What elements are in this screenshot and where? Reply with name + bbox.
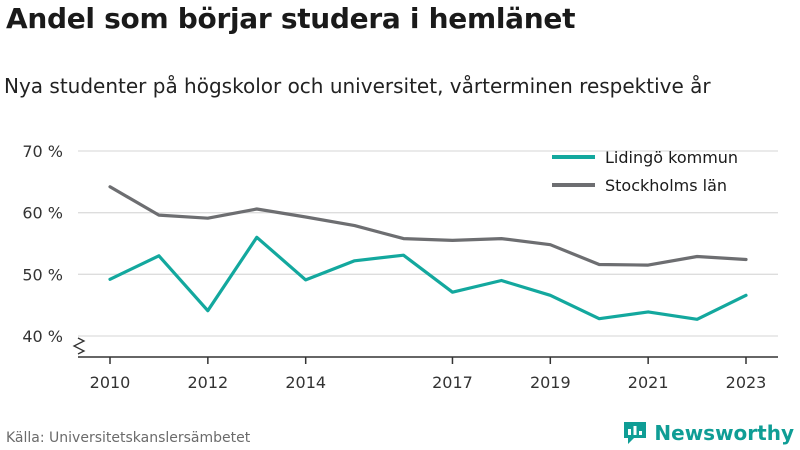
x-axis: 2010 2012 2014 2017 2019 2021 2023 — [78, 356, 778, 392]
x-tick-label: 2023 — [726, 373, 767, 392]
chart-subtitle: Nya studenter på högskolor och universit… — [4, 74, 711, 98]
brand-logo[interactable]: Newsworthy — [622, 420, 794, 446]
x-tick-label: 2014 — [285, 373, 326, 392]
legend-label: Stockholms län — [605, 176, 727, 195]
y-tick-label: 50 % — [22, 265, 63, 284]
line-chart: 40 % 50 % 60 % 70 % 2010 2012 2014 2017 2019 202… — [22, 142, 778, 392]
gridlines — [72, 150, 778, 355]
series-line-lidingo — [108, 235, 748, 321]
newsworthy-icon — [624, 422, 647, 444]
chart-title: Andel som börjar studera i hemlänet — [6, 2, 576, 35]
source-note: Källa: Universitetskanslersämbetet — [6, 430, 251, 446]
y-axis-ticks: 40 % 50 % 60 % 70 % — [22, 142, 63, 346]
series-line-stockholm — [108, 185, 748, 267]
y-tick-label: 60 % — [22, 204, 63, 223]
x-tick-label: 2017 — [432, 373, 473, 392]
y-tick-label: 40 % — [22, 327, 63, 346]
legend: Lidingö kommun Stockholms län — [552, 148, 738, 195]
legend-label: Lidingö kommun — [605, 148, 738, 167]
series-lines — [108, 185, 748, 321]
brand-name: Newsworthy — [654, 421, 794, 445]
x-tick-label: 2021 — [628, 373, 669, 392]
x-tick-label: 2012 — [187, 373, 228, 392]
y-tick-label: 70 % — [22, 142, 63, 161]
x-tick-label: 2010 — [90, 373, 131, 392]
x-tick-label: 2019 — [530, 373, 571, 392]
axis-break-mark — [72, 337, 86, 355]
